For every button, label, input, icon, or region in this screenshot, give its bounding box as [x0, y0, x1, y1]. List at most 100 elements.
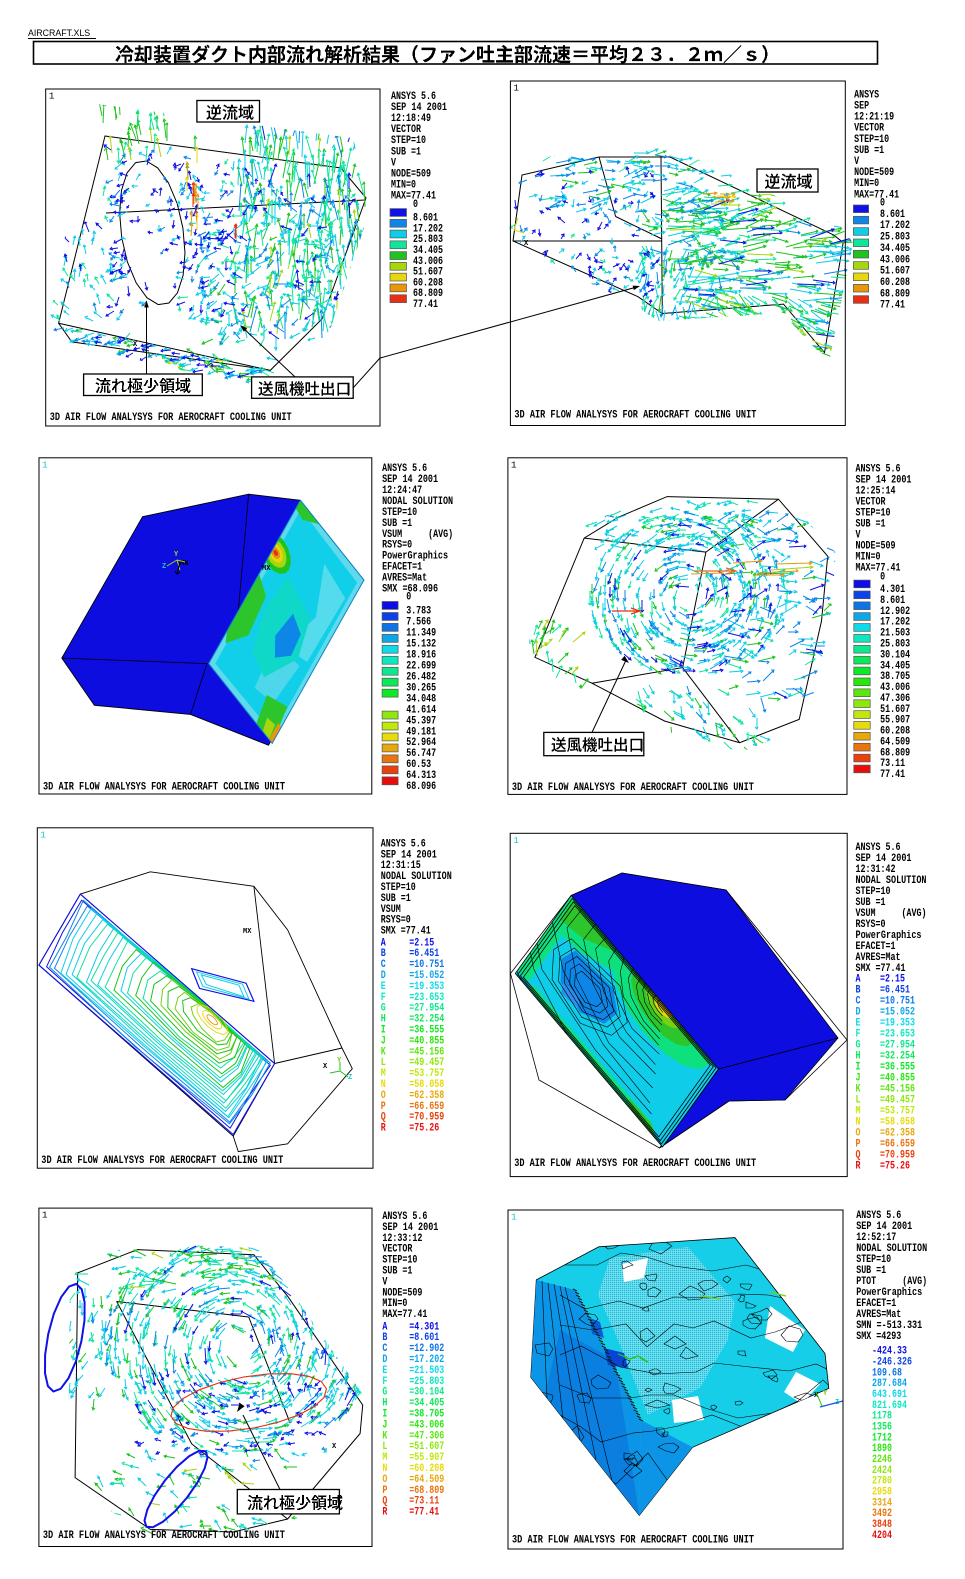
- svg-text:26.482: 26.482: [406, 671, 436, 683]
- svg-text:25.803: 25.803: [413, 234, 443, 246]
- svg-text:=68.809: =68.809: [409, 1485, 444, 1497]
- svg-text:22.699: 22.699: [406, 661, 436, 673]
- svg-text:=40.855: =40.855: [880, 1072, 915, 1084]
- svg-text:1: 1: [42, 1210, 48, 1221]
- svg-text:3D AIR FLOW ANALYSYS FOR AEROC: 3D AIR FLOW ANALYSYS FOR AEROCRAFT COOLI…: [514, 1158, 756, 1170]
- svg-text:12:33:12: 12:33:12: [382, 1233, 422, 1245]
- svg-text:V: V: [382, 1276, 388, 1288]
- svg-text:E: E: [381, 981, 386, 993]
- svg-text:O: O: [382, 1474, 387, 1486]
- svg-text:ANSYS 5.6: ANSYS 5.6: [856, 842, 901, 854]
- svg-text:21.503: 21.503: [880, 628, 910, 640]
- svg-text:RSYS=0: RSYS=0: [856, 919, 886, 931]
- svg-text:RSYS=0: RSYS=0: [381, 915, 411, 927]
- svg-text:O: O: [381, 1090, 386, 1102]
- svg-text:VECTOR: VECTOR: [382, 1244, 412, 1256]
- svg-text:=15.052: =15.052: [880, 1006, 915, 1018]
- svg-text:AVRES=Mat: AVRES=Mat: [856, 1309, 901, 1321]
- svg-text:VSUM: VSUM: [381, 904, 401, 916]
- svg-text:Q: Q: [381, 1112, 387, 1124]
- svg-text:J: J: [381, 1035, 386, 1047]
- svg-text:1: 1: [511, 1212, 517, 1223]
- svg-text:SEP 14 2001: SEP 14 2001: [381, 849, 437, 861]
- svg-text:1: 1: [513, 83, 519, 94]
- svg-text:Q: Q: [856, 1149, 862, 1161]
- svg-text:43.006: 43.006: [413, 256, 443, 268]
- svg-text:1: 1: [40, 829, 46, 840]
- svg-text:51.607: 51.607: [880, 266, 910, 278]
- svg-text:STEP=10: STEP=10: [391, 135, 426, 147]
- svg-text:X: X: [133, 341, 138, 349]
- svg-text:NODAL SOLUTION: NODAL SOLUTION: [856, 875, 927, 887]
- svg-text:P: P: [381, 1101, 386, 1113]
- svg-text:N: N: [382, 1463, 387, 1475]
- svg-text:L: L: [381, 1057, 386, 1069]
- svg-text:VECTOR: VECTOR: [856, 497, 886, 509]
- svg-text:38.705: 38.705: [880, 671, 910, 683]
- svg-text:=43.006: =43.006: [409, 1419, 444, 1431]
- svg-text:11.349: 11.349: [406, 628, 436, 640]
- svg-text:68.809: 68.809: [880, 288, 910, 300]
- svg-text:12:24:47: 12:24:47: [382, 485, 422, 497]
- svg-text:NODE=509: NODE=509: [854, 167, 894, 179]
- svg-text:=38.705: =38.705: [409, 1409, 444, 1421]
- svg-text:MAX=77.41: MAX=77.41: [856, 563, 901, 575]
- svg-text:47.306: 47.306: [880, 693, 910, 705]
- svg-text:43.006: 43.006: [880, 682, 910, 694]
- svg-text:C: C: [856, 995, 862, 1007]
- svg-text:34.405: 34.405: [880, 243, 910, 255]
- svg-text:=2.15: =2.15: [880, 973, 905, 985]
- svg-text:43.006: 43.006: [880, 254, 910, 266]
- svg-text:SEP 14 2001: SEP 14 2001: [856, 475, 912, 487]
- svg-text:AVRES=Mat: AVRES=Mat: [856, 952, 901, 964]
- svg-text:R: R: [381, 1123, 387, 1135]
- svg-text:2246: 2246: [872, 1454, 892, 1466]
- svg-text:8.601: 8.601: [880, 209, 905, 221]
- svg-text:25.803: 25.803: [880, 639, 910, 651]
- svg-text:=45.156: =45.156: [880, 1083, 915, 1095]
- svg-text:M: M: [381, 1068, 386, 1080]
- svg-text:ANSYS 5.6: ANSYS 5.6: [381, 838, 426, 850]
- svg-text:STEP=10: STEP=10: [381, 882, 416, 894]
- svg-text:2424: 2424: [872, 1465, 892, 1477]
- svg-text:=36.555: =36.555: [880, 1061, 915, 1073]
- svg-text:=66.659: =66.659: [409, 1101, 444, 1113]
- svg-text:G: G: [856, 1039, 861, 1051]
- svg-text:ANSYS 5.6: ANSYS 5.6: [391, 91, 436, 103]
- svg-text:EFACET=1: EFACET=1: [382, 562, 422, 574]
- svg-text:2780: 2780: [872, 1476, 892, 1488]
- svg-text:V: V: [856, 530, 862, 542]
- svg-text:3D AIR FLOW ANALYSYS FOR AEROC: 3D AIR FLOW ANALYSYS FOR AEROCRAFT COOLI…: [43, 1530, 285, 1542]
- svg-text:=75.26: =75.26: [880, 1160, 910, 1172]
- svg-text:=27.954: =27.954: [880, 1039, 915, 1051]
- svg-text:RSYS=0: RSYS=0: [382, 540, 412, 552]
- svg-text:SUB =1: SUB =1: [856, 1265, 886, 1277]
- svg-text:MIN=0: MIN=0: [382, 1298, 407, 1310]
- svg-text:(AVG): (AVG): [902, 908, 927, 920]
- svg-text:AIRCRAFT.XLS: AIRCRAFT.XLS: [28, 28, 90, 38]
- svg-text:=55.907: =55.907: [409, 1452, 444, 1464]
- svg-text:ANSYS 5.6: ANSYS 5.6: [382, 463, 427, 475]
- svg-text:N: N: [381, 1079, 386, 1091]
- svg-text:1712: 1712: [872, 1432, 892, 1444]
- svg-text:VSUM: VSUM: [382, 529, 402, 541]
- svg-text:=40.855: =40.855: [409, 1035, 444, 1047]
- svg-text:D: D: [856, 1006, 861, 1018]
- svg-text:=62.358: =62.358: [880, 1127, 915, 1139]
- svg-text:P: P: [382, 1485, 387, 1497]
- svg-text:NODAL SOLUTION: NODAL SOLUTION: [382, 496, 453, 508]
- svg-text:AVRES=Mat: AVRES=Mat: [382, 573, 427, 585]
- svg-text:D: D: [381, 970, 386, 982]
- svg-text:SEP: SEP: [854, 101, 869, 113]
- svg-text:60.208: 60.208: [413, 277, 443, 289]
- svg-text:30.265: 30.265: [406, 682, 436, 694]
- svg-text:8.601: 8.601: [880, 595, 905, 607]
- svg-text:77.41: 77.41: [880, 769, 905, 781]
- svg-text:12:18:49: 12:18:49: [391, 113, 431, 125]
- svg-text:=23.653: =23.653: [880, 1028, 915, 1040]
- svg-text:1: 1: [511, 459, 517, 470]
- svg-text:45.397: 45.397: [406, 715, 436, 727]
- svg-text:G: G: [381, 1003, 386, 1015]
- svg-text:J: J: [382, 1419, 387, 1431]
- svg-text:VSUM: VSUM: [856, 908, 876, 920]
